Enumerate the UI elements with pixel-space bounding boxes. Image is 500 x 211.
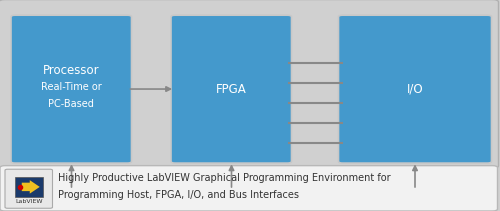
FancyBboxPatch shape xyxy=(0,0,498,168)
Text: I/O: I/O xyxy=(406,83,424,96)
Text: PC-Based: PC-Based xyxy=(48,99,94,109)
Text: Highly Productive LabVIEW Graphical Programming Environment for: Highly Productive LabVIEW Graphical Prog… xyxy=(58,173,390,183)
Text: Real-Time or: Real-Time or xyxy=(41,82,102,92)
Text: Processor: Processor xyxy=(43,64,100,77)
Text: FPGA: FPGA xyxy=(216,83,246,96)
Polygon shape xyxy=(22,180,40,194)
Text: Programming Host, FPGA, I/O, and Bus Interfaces: Programming Host, FPGA, I/O, and Bus Int… xyxy=(58,190,298,200)
FancyBboxPatch shape xyxy=(171,15,292,163)
FancyBboxPatch shape xyxy=(0,166,498,211)
Bar xyxy=(15,177,42,197)
FancyBboxPatch shape xyxy=(5,169,52,208)
FancyBboxPatch shape xyxy=(338,15,492,163)
Text: LabVIEW: LabVIEW xyxy=(15,199,42,204)
FancyBboxPatch shape xyxy=(11,15,132,163)
